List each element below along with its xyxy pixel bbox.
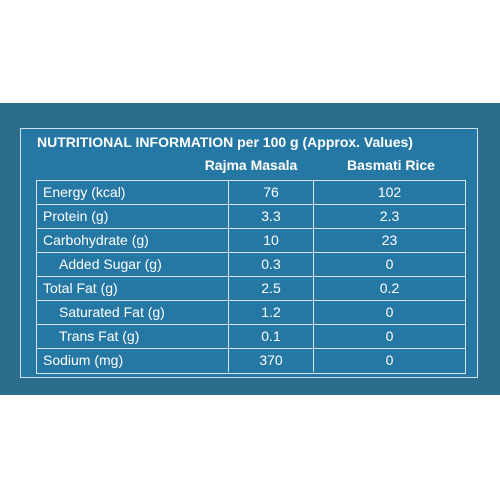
rice-value: 23 (381, 232, 398, 248)
rajma-value: 3.3 (229, 205, 314, 228)
row-label: Saturated Fat (g) (37, 301, 229, 324)
table-row-carbohydrate: Carbohydrate (g) 10 23 (37, 229, 465, 253)
rice-value: 0.2 (379, 280, 400, 296)
row-label: Total Fat (g) (37, 277, 229, 300)
row-label: Energy (kcal) (37, 181, 229, 204)
row-label: Added Sugar (g) (37, 253, 229, 276)
rajma-value: 10 (229, 229, 314, 252)
table-row-sodium: Sodium (mg) 370 0 (37, 349, 465, 373)
rice-value: 2.3 (379, 208, 400, 224)
table-title: NUTRITIONAL INFORMATION per 100 g (Appro… (37, 134, 413, 150)
table-row-total-fat: Total Fat (g) 2.5 0.2 (37, 277, 465, 301)
row-label: Sodium (mg) (37, 349, 229, 372)
rajma-value: 76 (229, 181, 314, 204)
row-label: Carbohydrate (g) (37, 229, 229, 252)
rice-value: 0 (385, 352, 394, 368)
rice-value: 0 (385, 304, 394, 320)
column-header-rajma-masala: Rajma Masala (204, 157, 298, 173)
rajma-value: 1.2 (229, 301, 314, 324)
nutrition-table: Energy (kcal) 76 102 Protein (g) 3.3 2.3… (36, 180, 466, 374)
table-row-trans-fat: Trans Fat (g) 0.1 0 (37, 325, 465, 349)
table-row-saturated-fat: Saturated Fat (g) 1.2 0 (37, 301, 465, 325)
rice-value: 0 (385, 256, 394, 272)
table-row-added-sugar: Added Sugar (g) 0.3 0 (37, 253, 465, 277)
table-row-energy: Energy (kcal) 76 102 (37, 181, 465, 205)
rajma-value: 370 (229, 349, 314, 372)
row-label: Protein (g) (37, 205, 229, 228)
row-label: Trans Fat (g) (37, 325, 229, 348)
column-header-basmati-rice: Basmati Rice (347, 157, 435, 173)
table-row-protein: Protein (g) 3.3 2.3 (37, 205, 465, 229)
rice-value: 0 (385, 328, 394, 344)
rajma-value: 2.5 (229, 277, 314, 300)
rajma-value: 0.1 (229, 325, 314, 348)
rice-value: 102 (377, 184, 402, 200)
nutrition-card: NUTRITIONAL INFORMATION per 100 g (Appro… (20, 128, 478, 378)
rajma-value: 0.3 (229, 253, 314, 276)
